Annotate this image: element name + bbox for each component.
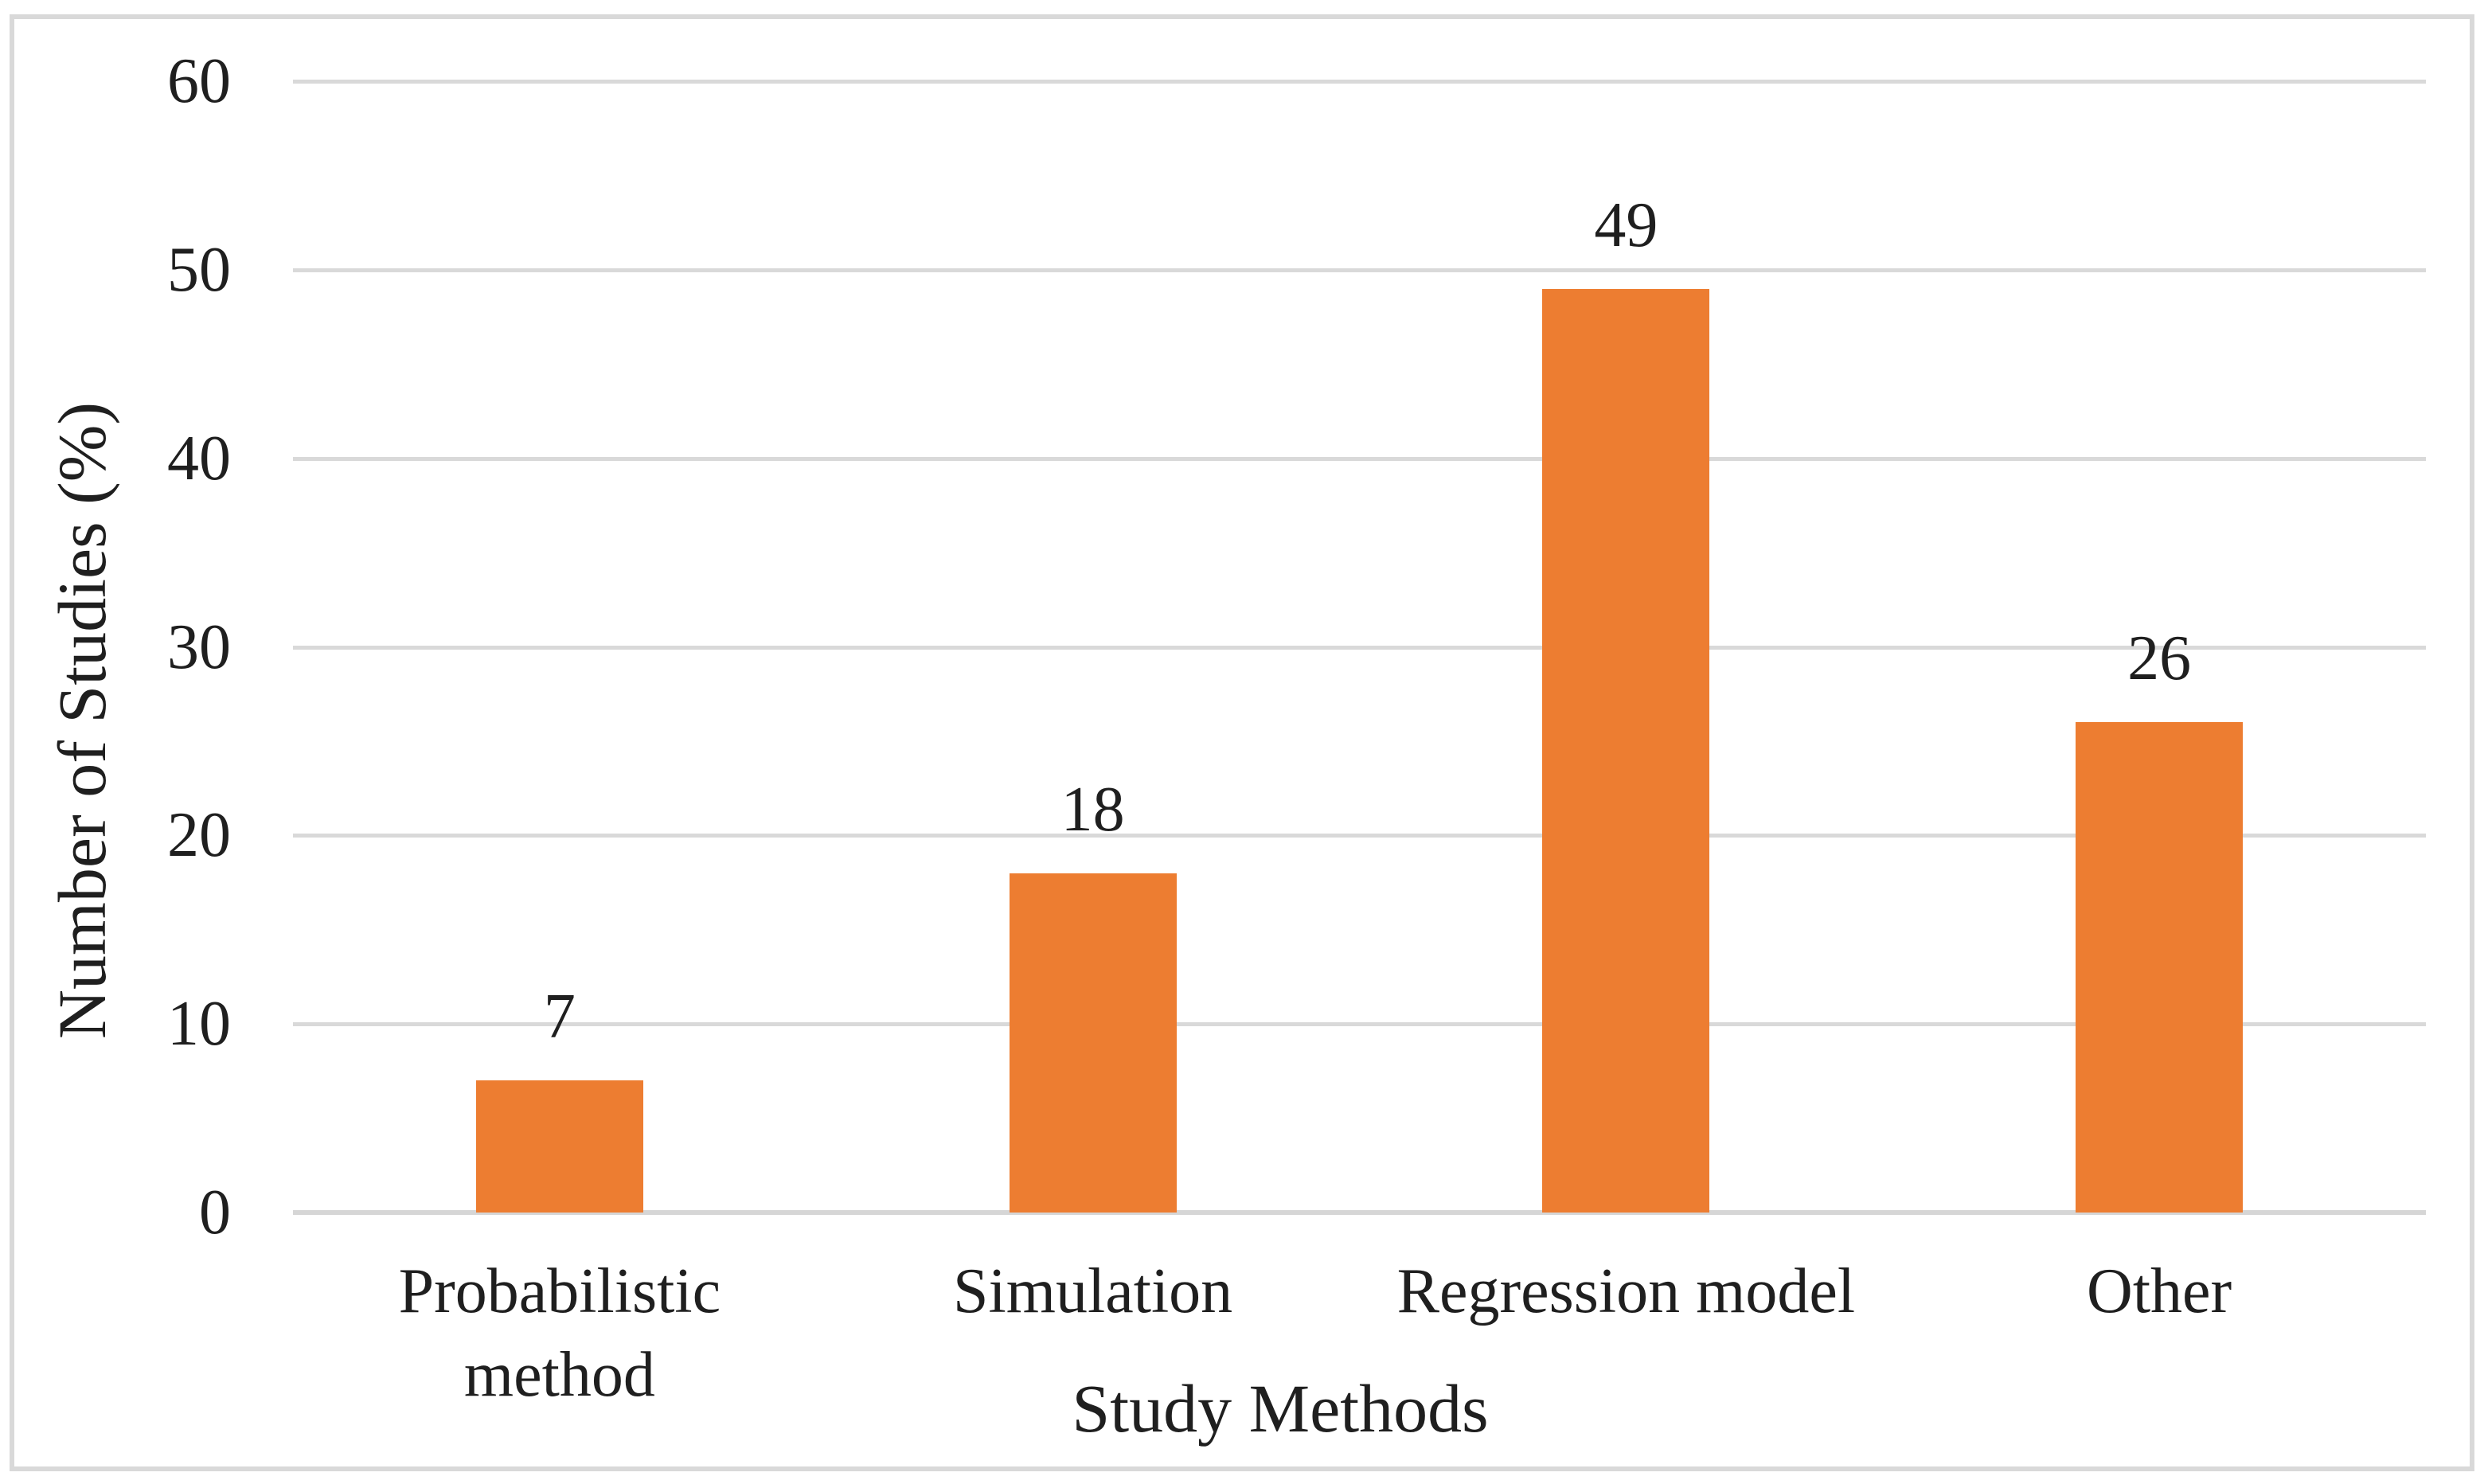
y-axis-title: Number of Studies (%) bbox=[44, 401, 120, 1040]
x-axis-title: Study Methods bbox=[1072, 1370, 1489, 1447]
y-axis-tick-label: 40 bbox=[167, 423, 231, 494]
y-axis-tick-label: 60 bbox=[167, 46, 231, 116]
chart-border bbox=[10, 14, 2474, 1471]
plot-area bbox=[293, 80, 2426, 1215]
gridline-40 bbox=[293, 456, 2426, 461]
bar-regression-model bbox=[1542, 288, 1710, 1213]
y-axis-tick-label: 50 bbox=[167, 234, 231, 305]
bar-value-label: 18 bbox=[1060, 774, 1125, 845]
bar-value-label: 7 bbox=[543, 982, 576, 1052]
bar-other bbox=[2076, 722, 2244, 1213]
gridline-50 bbox=[293, 268, 2426, 272]
x-category-label-regression-model: Regression model bbox=[1396, 1256, 1856, 1326]
x-axis-line bbox=[293, 1210, 2426, 1215]
bar-value-label: 26 bbox=[2127, 623, 2192, 694]
y-axis-tick-label: 20 bbox=[167, 800, 231, 871]
x-category-label-other: Other bbox=[2087, 1256, 2232, 1326]
y-axis-tick-label: 0 bbox=[199, 1177, 231, 1248]
bar-simulation bbox=[1009, 873, 1177, 1213]
gridline-20 bbox=[293, 834, 2426, 838]
y-axis-tick-label: 10 bbox=[167, 989, 231, 1060]
x-category-label-probabilistic-method: Probabilistic method bbox=[398, 1256, 721, 1410]
gridline-60 bbox=[293, 80, 2426, 84]
bar-probabilistic-method bbox=[475, 1080, 643, 1213]
x-category-label-simulation: Simulation bbox=[953, 1256, 1233, 1326]
bar-value-label: 49 bbox=[1594, 189, 1658, 260]
gridline-30 bbox=[293, 645, 2426, 650]
gridline-10 bbox=[293, 1022, 2426, 1027]
y-axis-tick-label: 30 bbox=[167, 611, 231, 682]
